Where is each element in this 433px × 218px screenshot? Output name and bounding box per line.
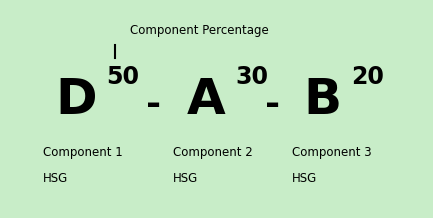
Text: -: - (146, 88, 161, 122)
Text: Component Percentage: Component Percentage (130, 24, 268, 37)
Text: B: B (304, 76, 342, 124)
Text: Component 3: Component 3 (292, 146, 372, 159)
Text: D: D (55, 76, 97, 124)
Text: 30: 30 (235, 65, 268, 89)
Text: 20: 20 (351, 65, 384, 89)
Text: Component 2: Component 2 (173, 146, 253, 159)
Text: 50: 50 (106, 65, 139, 89)
Text: HSG: HSG (292, 172, 317, 185)
Text: Component 1: Component 1 (43, 146, 123, 159)
Text: A: A (186, 76, 225, 124)
Text: HSG: HSG (43, 172, 68, 185)
Text: HSG: HSG (173, 172, 198, 185)
Text: -: - (265, 88, 280, 122)
